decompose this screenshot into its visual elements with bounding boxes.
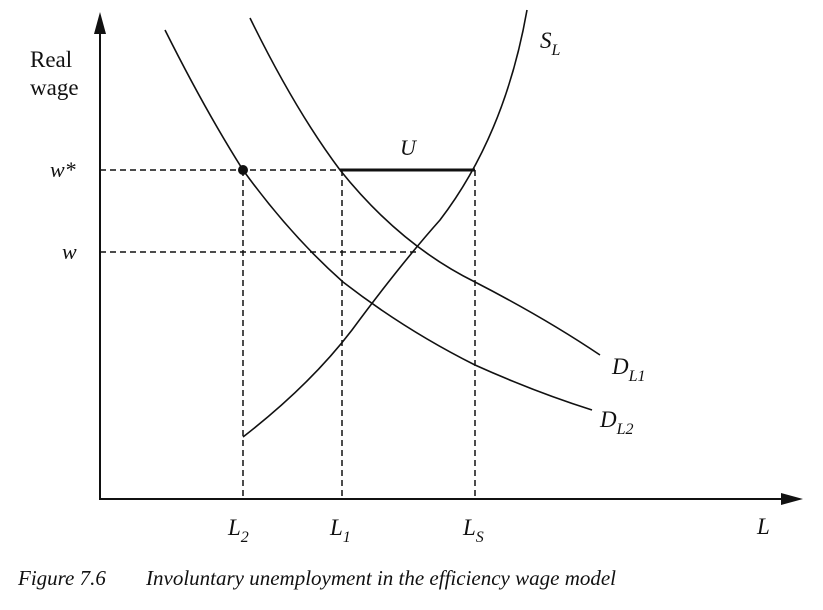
- demand1-label-sub: L1: [628, 368, 646, 385]
- y-axis-label-line1: Real: [30, 47, 72, 72]
- figure-caption: Figure 7.6 Involuntary unemployment in th…: [18, 566, 808, 591]
- L2-label-sub: 2: [241, 529, 249, 546]
- L1-label: L1: [329, 515, 351, 546]
- supply-label-sub: L: [551, 42, 561, 59]
- unemployment-label: U: [400, 135, 418, 160]
- L1-label-sub: 1: [343, 529, 351, 546]
- x-axis-arrowhead: [781, 493, 803, 505]
- L2-label: L2: [227, 515, 249, 546]
- supply-curve-label: SL: [540, 28, 561, 59]
- y-axis-arrowhead: [94, 12, 106, 34]
- w-star-label: w*: [50, 157, 76, 182]
- demand-curve-1: [249, 17, 601, 356]
- figure-number: Figure 7.6: [18, 566, 106, 590]
- y-axis-label-line2: wage: [30, 75, 79, 100]
- LS-label-sub: S: [476, 529, 484, 546]
- w-label: w: [62, 239, 77, 264]
- demand-curve-1-label: DL1: [611, 354, 646, 385]
- LS-label-main: L: [462, 515, 476, 540]
- demand2-label-sub: L2: [616, 421, 634, 438]
- guide-lines: [100, 169, 476, 499]
- demand2-label-main: D: [599, 407, 617, 432]
- LS-label: LS: [462, 515, 484, 546]
- x-axis-label: L: [756, 514, 770, 539]
- L1-label-main: L: [329, 515, 343, 540]
- demand-curve-2-label: DL2: [599, 407, 634, 438]
- demand-curve-2: [164, 29, 593, 411]
- L2-label-main: L: [227, 515, 241, 540]
- efficiency-wage-point: [238, 165, 248, 175]
- supply-curve: [242, 9, 528, 438]
- supply-label-main: S: [540, 28, 552, 53]
- demand1-label-main: D: [611, 354, 629, 379]
- figure-title: Involuntary unemployment in the efficien…: [146, 566, 617, 590]
